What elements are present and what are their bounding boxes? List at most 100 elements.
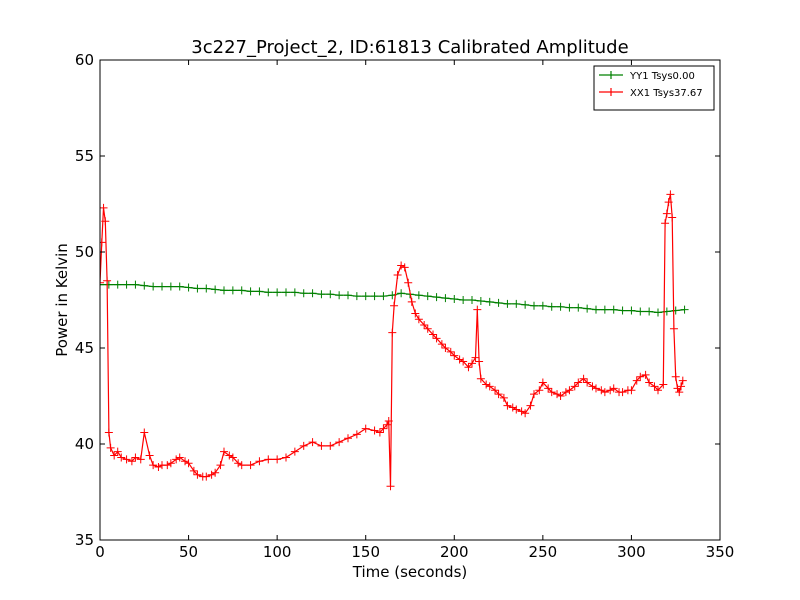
data-point-marker bbox=[127, 457, 136, 466]
data-point-marker bbox=[574, 303, 583, 312]
data-point-marker bbox=[131, 453, 140, 462]
data-point-marker bbox=[429, 330, 438, 339]
data-point-marker bbox=[101, 217, 110, 226]
data-point-marker bbox=[618, 306, 627, 315]
data-point-marker bbox=[117, 453, 126, 462]
data-point-marker bbox=[627, 386, 636, 395]
data-point-marker bbox=[671, 372, 680, 381]
data-point-marker bbox=[538, 301, 547, 310]
data-point-marker bbox=[645, 307, 654, 316]
chart-title: 3c227_Project_2, ID:61813 Calibrated Amp… bbox=[191, 37, 628, 58]
data-point-marker bbox=[664, 198, 673, 207]
legend-item: YY1 Tsys0.00 bbox=[599, 71, 695, 82]
data-point-marker bbox=[632, 376, 641, 385]
data-point-marker bbox=[491, 386, 500, 395]
series-1 bbox=[100, 280, 689, 317]
data-point-marker bbox=[407, 297, 416, 306]
data-point-marker bbox=[158, 282, 166, 291]
data-point-marker bbox=[645, 378, 654, 387]
data-point-marker bbox=[193, 284, 202, 293]
data-point-marker bbox=[228, 286, 237, 295]
data-point-marker bbox=[666, 190, 675, 199]
data-point-marker bbox=[512, 299, 521, 308]
data-point-marker bbox=[393, 271, 402, 280]
data-point-marker bbox=[104, 428, 113, 437]
data-point-marker bbox=[326, 441, 335, 450]
data-point-marker bbox=[503, 401, 512, 410]
legend: YY1 Tsys0.00 XX1 Tsys37.67 bbox=[593, 65, 715, 111]
data-point-marker bbox=[600, 305, 609, 314]
data-point-marker bbox=[455, 355, 464, 364]
data-point-marker bbox=[113, 280, 122, 289]
data-point-marker bbox=[370, 292, 379, 301]
data-point-marker bbox=[299, 441, 308, 450]
data-point-marker bbox=[237, 286, 246, 295]
data-point-marker bbox=[673, 384, 682, 393]
data-point-marker bbox=[606, 386, 615, 395]
data-point-marker bbox=[579, 374, 588, 383]
data-point-marker bbox=[225, 451, 234, 460]
x-tick-label: 250 bbox=[529, 543, 558, 561]
data-point-marker bbox=[246, 461, 255, 470]
data-point-marker bbox=[556, 302, 565, 311]
data-point-marker bbox=[662, 209, 671, 218]
y-tick-label: 45 bbox=[75, 339, 94, 357]
data-point-marker bbox=[237, 461, 246, 470]
data-point-marker bbox=[273, 455, 282, 464]
y-tick-label: 35 bbox=[75, 531, 94, 549]
data-point-marker bbox=[166, 459, 175, 468]
data-point-marker bbox=[175, 282, 184, 291]
data-point-marker bbox=[344, 291, 352, 300]
data-point-marker bbox=[588, 382, 597, 391]
data-point-marker bbox=[494, 298, 503, 307]
y-tick-label: 40 bbox=[75, 435, 94, 453]
data-point-marker bbox=[184, 283, 193, 292]
data-point-marker bbox=[521, 300, 530, 309]
data-point-marker bbox=[388, 328, 397, 337]
data-point-marker bbox=[317, 290, 326, 299]
data-point-marker bbox=[140, 428, 149, 437]
data-point-marker bbox=[414, 291, 423, 300]
data-point-marker bbox=[494, 390, 503, 399]
data-point-marker bbox=[553, 390, 562, 399]
data-point-marker bbox=[211, 468, 220, 477]
data-point-marker bbox=[565, 386, 574, 395]
data-point-marker bbox=[131, 280, 140, 289]
data-point-marker bbox=[636, 307, 645, 316]
plot-frame bbox=[99, 59, 721, 541]
data-point-marker bbox=[574, 378, 583, 387]
data-point-marker bbox=[352, 430, 361, 439]
data-point-marker bbox=[100, 238, 106, 247]
data-point-marker bbox=[521, 409, 530, 418]
data-point-marker bbox=[400, 263, 409, 272]
data-point-marker bbox=[404, 278, 413, 287]
data-point-marker bbox=[220, 447, 228, 456]
data-point-marker bbox=[636, 372, 645, 381]
x-axis-label: Time (seconds) bbox=[352, 563, 468, 581]
data-point-marker bbox=[145, 451, 154, 460]
data-point-marker bbox=[485, 297, 494, 306]
data-point-marker bbox=[122, 280, 131, 289]
data-point-marker bbox=[100, 203, 108, 212]
data-point-marker bbox=[255, 457, 264, 466]
data-point-marker bbox=[450, 295, 459, 304]
plot-area bbox=[100, 190, 689, 491]
data-point-marker bbox=[459, 296, 468, 304]
data-point-marker bbox=[317, 441, 326, 450]
data-point-marker bbox=[184, 459, 193, 468]
data-point-marker bbox=[335, 291, 344, 300]
data-point-marker bbox=[476, 296, 485, 305]
series-2 bbox=[100, 190, 687, 491]
data-point-marker bbox=[370, 426, 379, 435]
data-point-marker bbox=[411, 309, 420, 318]
data-point-marker bbox=[677, 382, 686, 391]
data-point-marker bbox=[113, 447, 122, 456]
data-point-marker bbox=[379, 292, 388, 301]
data-point-marker bbox=[106, 443, 115, 452]
y-tick-label: 50 bbox=[75, 243, 94, 261]
data-point-marker bbox=[565, 303, 574, 312]
data-point-marker bbox=[175, 453, 184, 462]
data-point-marker bbox=[382, 420, 391, 429]
data-point-marker bbox=[530, 301, 538, 310]
data-point-marker bbox=[432, 334, 441, 343]
